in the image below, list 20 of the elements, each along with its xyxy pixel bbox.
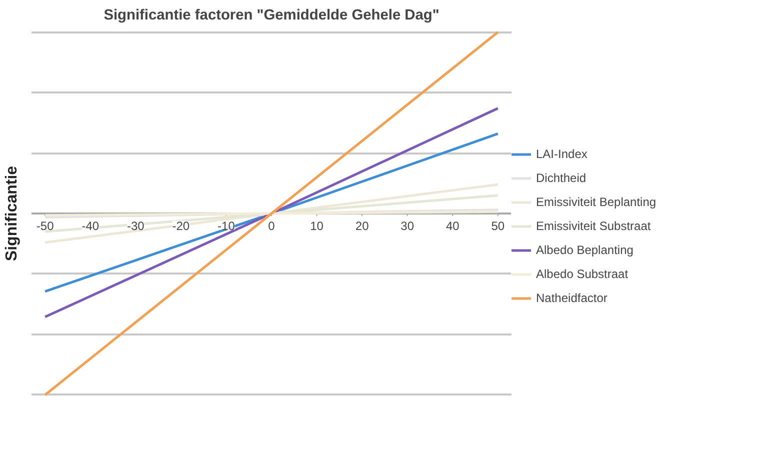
x-tick-label: 30	[400, 218, 414, 233]
x-tick-label: -30	[126, 218, 145, 233]
legend-label: LAI-Index	[536, 147, 588, 161]
x-tick-label: -50	[36, 218, 54, 233]
x-tick-label: -10	[218, 218, 236, 233]
legend-label: Dichtheid	[536, 171, 586, 185]
x-tick-label: 10	[310, 218, 324, 233]
x-tick-label: 0	[268, 218, 276, 233]
chart-title: Significantie factoren "Gemiddelde Gehele Dag"	[104, 8, 440, 24]
legend-label: Albedo Beplanting	[536, 243, 634, 257]
legend-label: Natheidfactor	[536, 291, 608, 305]
x-tick-label: -20	[172, 218, 190, 233]
legend-label: Emissiviteit Substraat	[536, 219, 651, 233]
legend-label: Emissiviteit Beplanting	[536, 195, 656, 209]
y-axis-title: Significantie	[4, 166, 20, 262]
x-tick-label: 40	[446, 218, 460, 233]
x-tick-label: 20	[355, 218, 370, 233]
legend-label: Albedo Substraat	[536, 267, 628, 281]
x-tick-label: 50	[491, 218, 505, 233]
x-tick-label: -40	[82, 218, 100, 233]
